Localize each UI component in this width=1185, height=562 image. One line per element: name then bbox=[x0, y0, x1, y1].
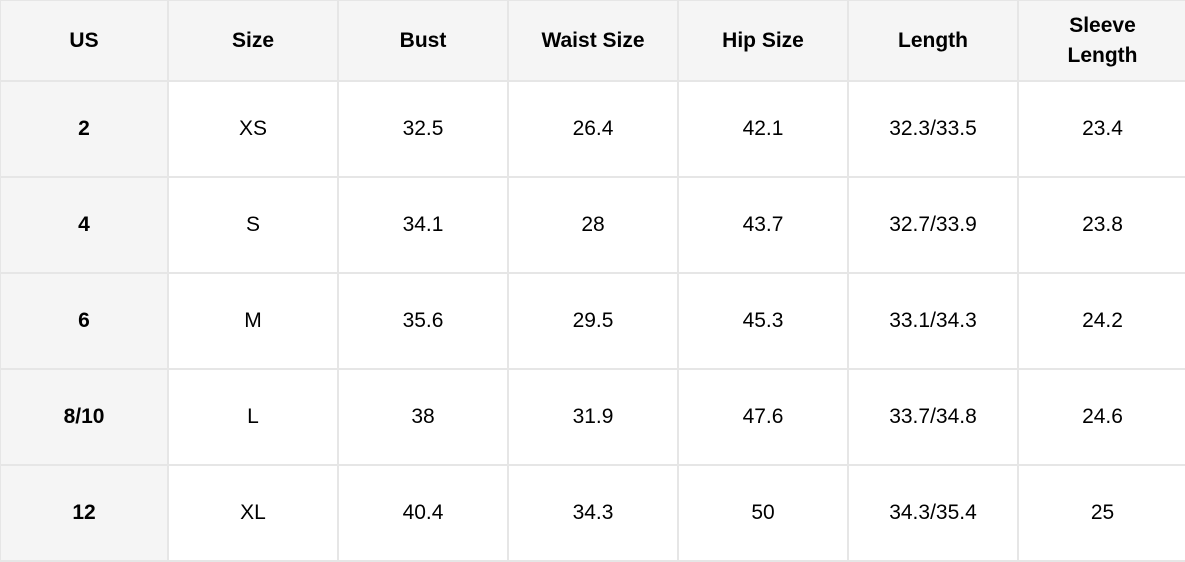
table-cell: 40.4 bbox=[337, 464, 509, 562]
column-header: US bbox=[0, 0, 169, 82]
table-cell: 34.3/35.4 bbox=[847, 464, 1019, 562]
table-cell: M bbox=[167, 272, 339, 370]
table-cell: 33.1/34.3 bbox=[847, 272, 1019, 370]
table-cell: 23.4 bbox=[1017, 80, 1185, 178]
table-cell: 23.8 bbox=[1017, 176, 1185, 274]
row-header-cell: 12 bbox=[0, 464, 169, 562]
column-header: Bust bbox=[337, 0, 509, 82]
table-cell: 33.7/34.8 bbox=[847, 368, 1019, 466]
column-header: Waist Size bbox=[507, 0, 679, 82]
row-header-cell: 6 bbox=[0, 272, 169, 370]
table-cell: 29.5 bbox=[507, 272, 679, 370]
table-cell: 24.2 bbox=[1017, 272, 1185, 370]
table-cell: XL bbox=[167, 464, 339, 562]
row-header-cell: 4 bbox=[0, 176, 169, 274]
table-cell: 38 bbox=[337, 368, 509, 466]
table-cell: 24.6 bbox=[1017, 368, 1185, 466]
table-cell: 34.1 bbox=[337, 176, 509, 274]
table-cell: 50 bbox=[677, 464, 849, 562]
table-cell: 47.6 bbox=[677, 368, 849, 466]
table-row: 8/10 L 38 31.9 47.6 33.7/34.8 24.6 bbox=[0, 368, 1185, 466]
table-cell: L bbox=[167, 368, 339, 466]
table-cell: 34.3 bbox=[507, 464, 679, 562]
table-cell: XS bbox=[167, 80, 339, 178]
table-cell: 32.7/33.9 bbox=[847, 176, 1019, 274]
table-cell: 26.4 bbox=[507, 80, 679, 178]
table-cell: 32.3/33.5 bbox=[847, 80, 1019, 178]
column-header: Size bbox=[167, 0, 339, 82]
column-header: Hip Size bbox=[677, 0, 849, 82]
table-row: 4 S 34.1 28 43.7 32.7/33.9 23.8 bbox=[0, 176, 1185, 274]
table-row: 6 M 35.6 29.5 45.3 33.1/34.3 24.2 bbox=[0, 272, 1185, 370]
table-cell: 35.6 bbox=[337, 272, 509, 370]
table-cell: 25 bbox=[1017, 464, 1185, 562]
table-cell: 28 bbox=[507, 176, 679, 274]
column-header: Length bbox=[847, 0, 1019, 82]
column-header: Sleeve Length bbox=[1017, 0, 1185, 82]
row-header-cell: 2 bbox=[0, 80, 169, 178]
table-cell: 32.5 bbox=[337, 80, 509, 178]
table-cell: 42.1 bbox=[677, 80, 849, 178]
table-cell: 31.9 bbox=[507, 368, 679, 466]
table-cell: 43.7 bbox=[677, 176, 849, 274]
table-row: 2 XS 32.5 26.4 42.1 32.3/33.5 23.4 bbox=[0, 80, 1185, 178]
table-cell: S bbox=[167, 176, 339, 274]
row-header-cell: 8/10 bbox=[0, 368, 169, 466]
table-cell: 45.3 bbox=[677, 272, 849, 370]
header-row: US Size Bust Waist Size Hip Size Length Sleeve… bbox=[0, 0, 1185, 82]
table-row: 12 XL 40.4 34.3 50 34.3/35.4 25 bbox=[0, 464, 1185, 562]
